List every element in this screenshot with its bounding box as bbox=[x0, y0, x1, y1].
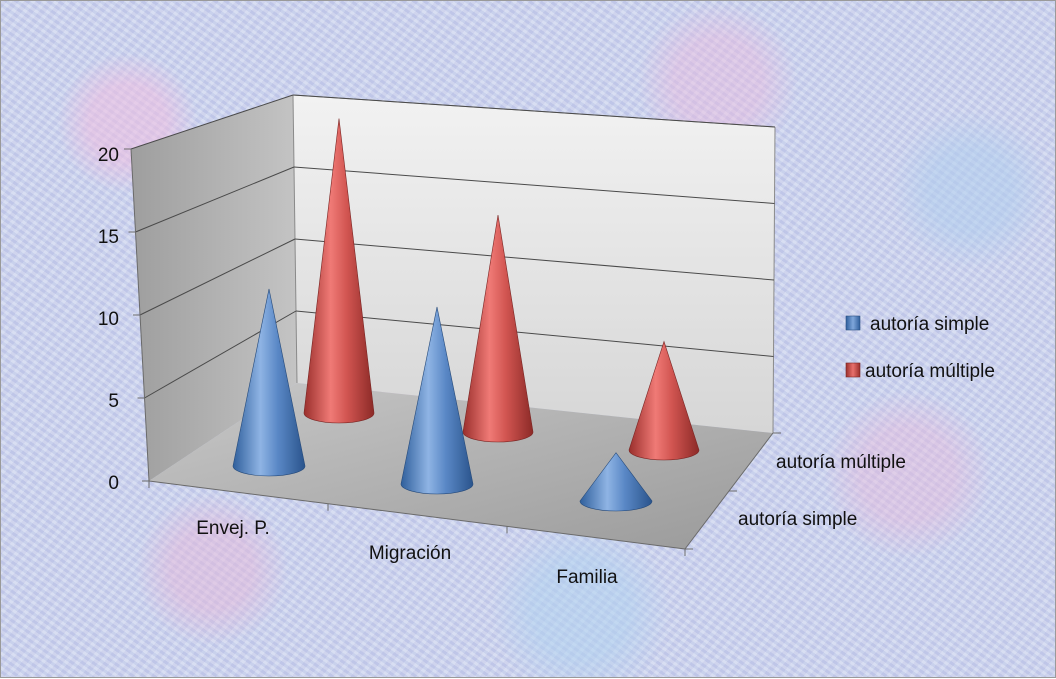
category-label: Familia bbox=[556, 567, 618, 588]
cone-simple-body bbox=[400, 306, 474, 495]
cone-multiple bbox=[462, 214, 534, 443]
cone-multiple bbox=[628, 340, 700, 461]
cone-multiple bbox=[303, 118, 375, 424]
cone-multiple-body bbox=[462, 214, 534, 443]
gridline bbox=[139, 238, 296, 316]
y-tick-label: 10 bbox=[98, 309, 119, 330]
legend-swatch-multiple bbox=[845, 362, 861, 378]
x-axis-line bbox=[148, 480, 686, 550]
y-tick-label: 0 bbox=[108, 473, 119, 494]
gridline bbox=[295, 310, 774, 357]
legend-swatch-simple bbox=[845, 315, 861, 331]
cone-simple bbox=[232, 288, 306, 477]
y-tick-label: 5 bbox=[108, 391, 119, 412]
gridlines bbox=[130, 94, 776, 399]
cone-multiple-body bbox=[628, 340, 700, 461]
cone-multiple-body bbox=[303, 118, 375, 424]
cones bbox=[232, 118, 700, 512]
legend-label: autoría simple bbox=[870, 314, 989, 335]
gridline bbox=[292, 94, 776, 128]
cone-simple bbox=[400, 306, 474, 495]
gridline bbox=[135, 166, 295, 233]
cone-simple bbox=[579, 452, 653, 512]
legend-label: autoría múltiple bbox=[865, 361, 995, 382]
y-axis-labels: 0 5 10 15 20 bbox=[98, 145, 119, 494]
gridline bbox=[130, 94, 294, 150]
y-tick-label: 15 bbox=[98, 227, 119, 248]
depth-axis-labels: autoría múltiple autoría simple bbox=[738, 452, 906, 530]
depth-label: autoría múltiple bbox=[776, 452, 906, 473]
cone-simple-body bbox=[232, 288, 306, 477]
depth-label: autoría simple bbox=[738, 509, 857, 530]
axes bbox=[124, 148, 781, 556]
gridline bbox=[294, 238, 775, 281]
x-axis-labels: Envej. P. Migración Familia bbox=[196, 518, 618, 588]
back-wall bbox=[293, 95, 775, 433]
category-label: Migración bbox=[369, 543, 451, 564]
gridline bbox=[293, 166, 775, 204]
y-tick-label: 20 bbox=[98, 145, 119, 166]
category-label: Envej. P. bbox=[196, 518, 270, 539]
legend: autoría simple autoría múltiple bbox=[845, 314, 995, 382]
cone-simple-body bbox=[579, 452, 653, 512]
